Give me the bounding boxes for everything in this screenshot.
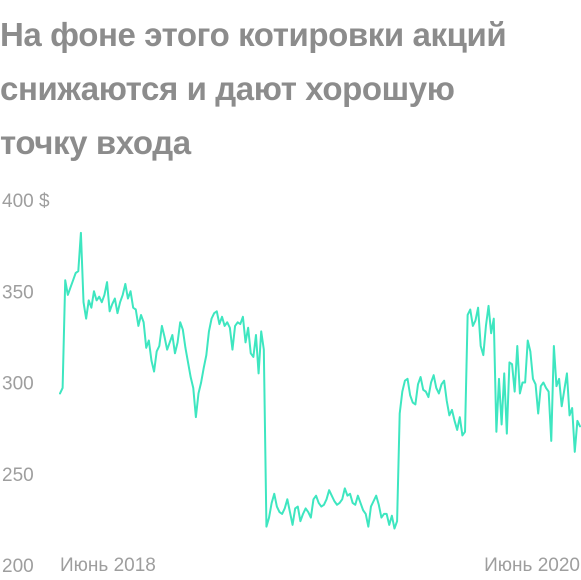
y-tick-label: 300	[2, 374, 34, 395]
y-axis-ticks: 400 $ 350 300 250 200	[2, 191, 50, 577]
price-series	[59, 231, 581, 530]
x-tick-label: Июнь 2020	[484, 555, 580, 576]
title-line: На фоне этого котировки акций	[0, 16, 507, 53]
x-axis-ticks: Июнь 2018 Июнь 2020	[60, 555, 580, 576]
price-line	[59, 231, 581, 530]
title-line: точку входа	[0, 124, 191, 161]
x-tick-label: Июнь 2018	[60, 555, 156, 576]
y-tick-label: 250	[2, 465, 34, 486]
title-line: снижаются и дают хорошую	[0, 70, 455, 107]
y-tick-label: 200	[2, 556, 34, 577]
y-tick-label: 350	[2, 282, 34, 303]
y-tick-label: 400 $	[2, 191, 50, 212]
chart-title: На фоне этого котировки акций снижаются …	[0, 8, 575, 170]
